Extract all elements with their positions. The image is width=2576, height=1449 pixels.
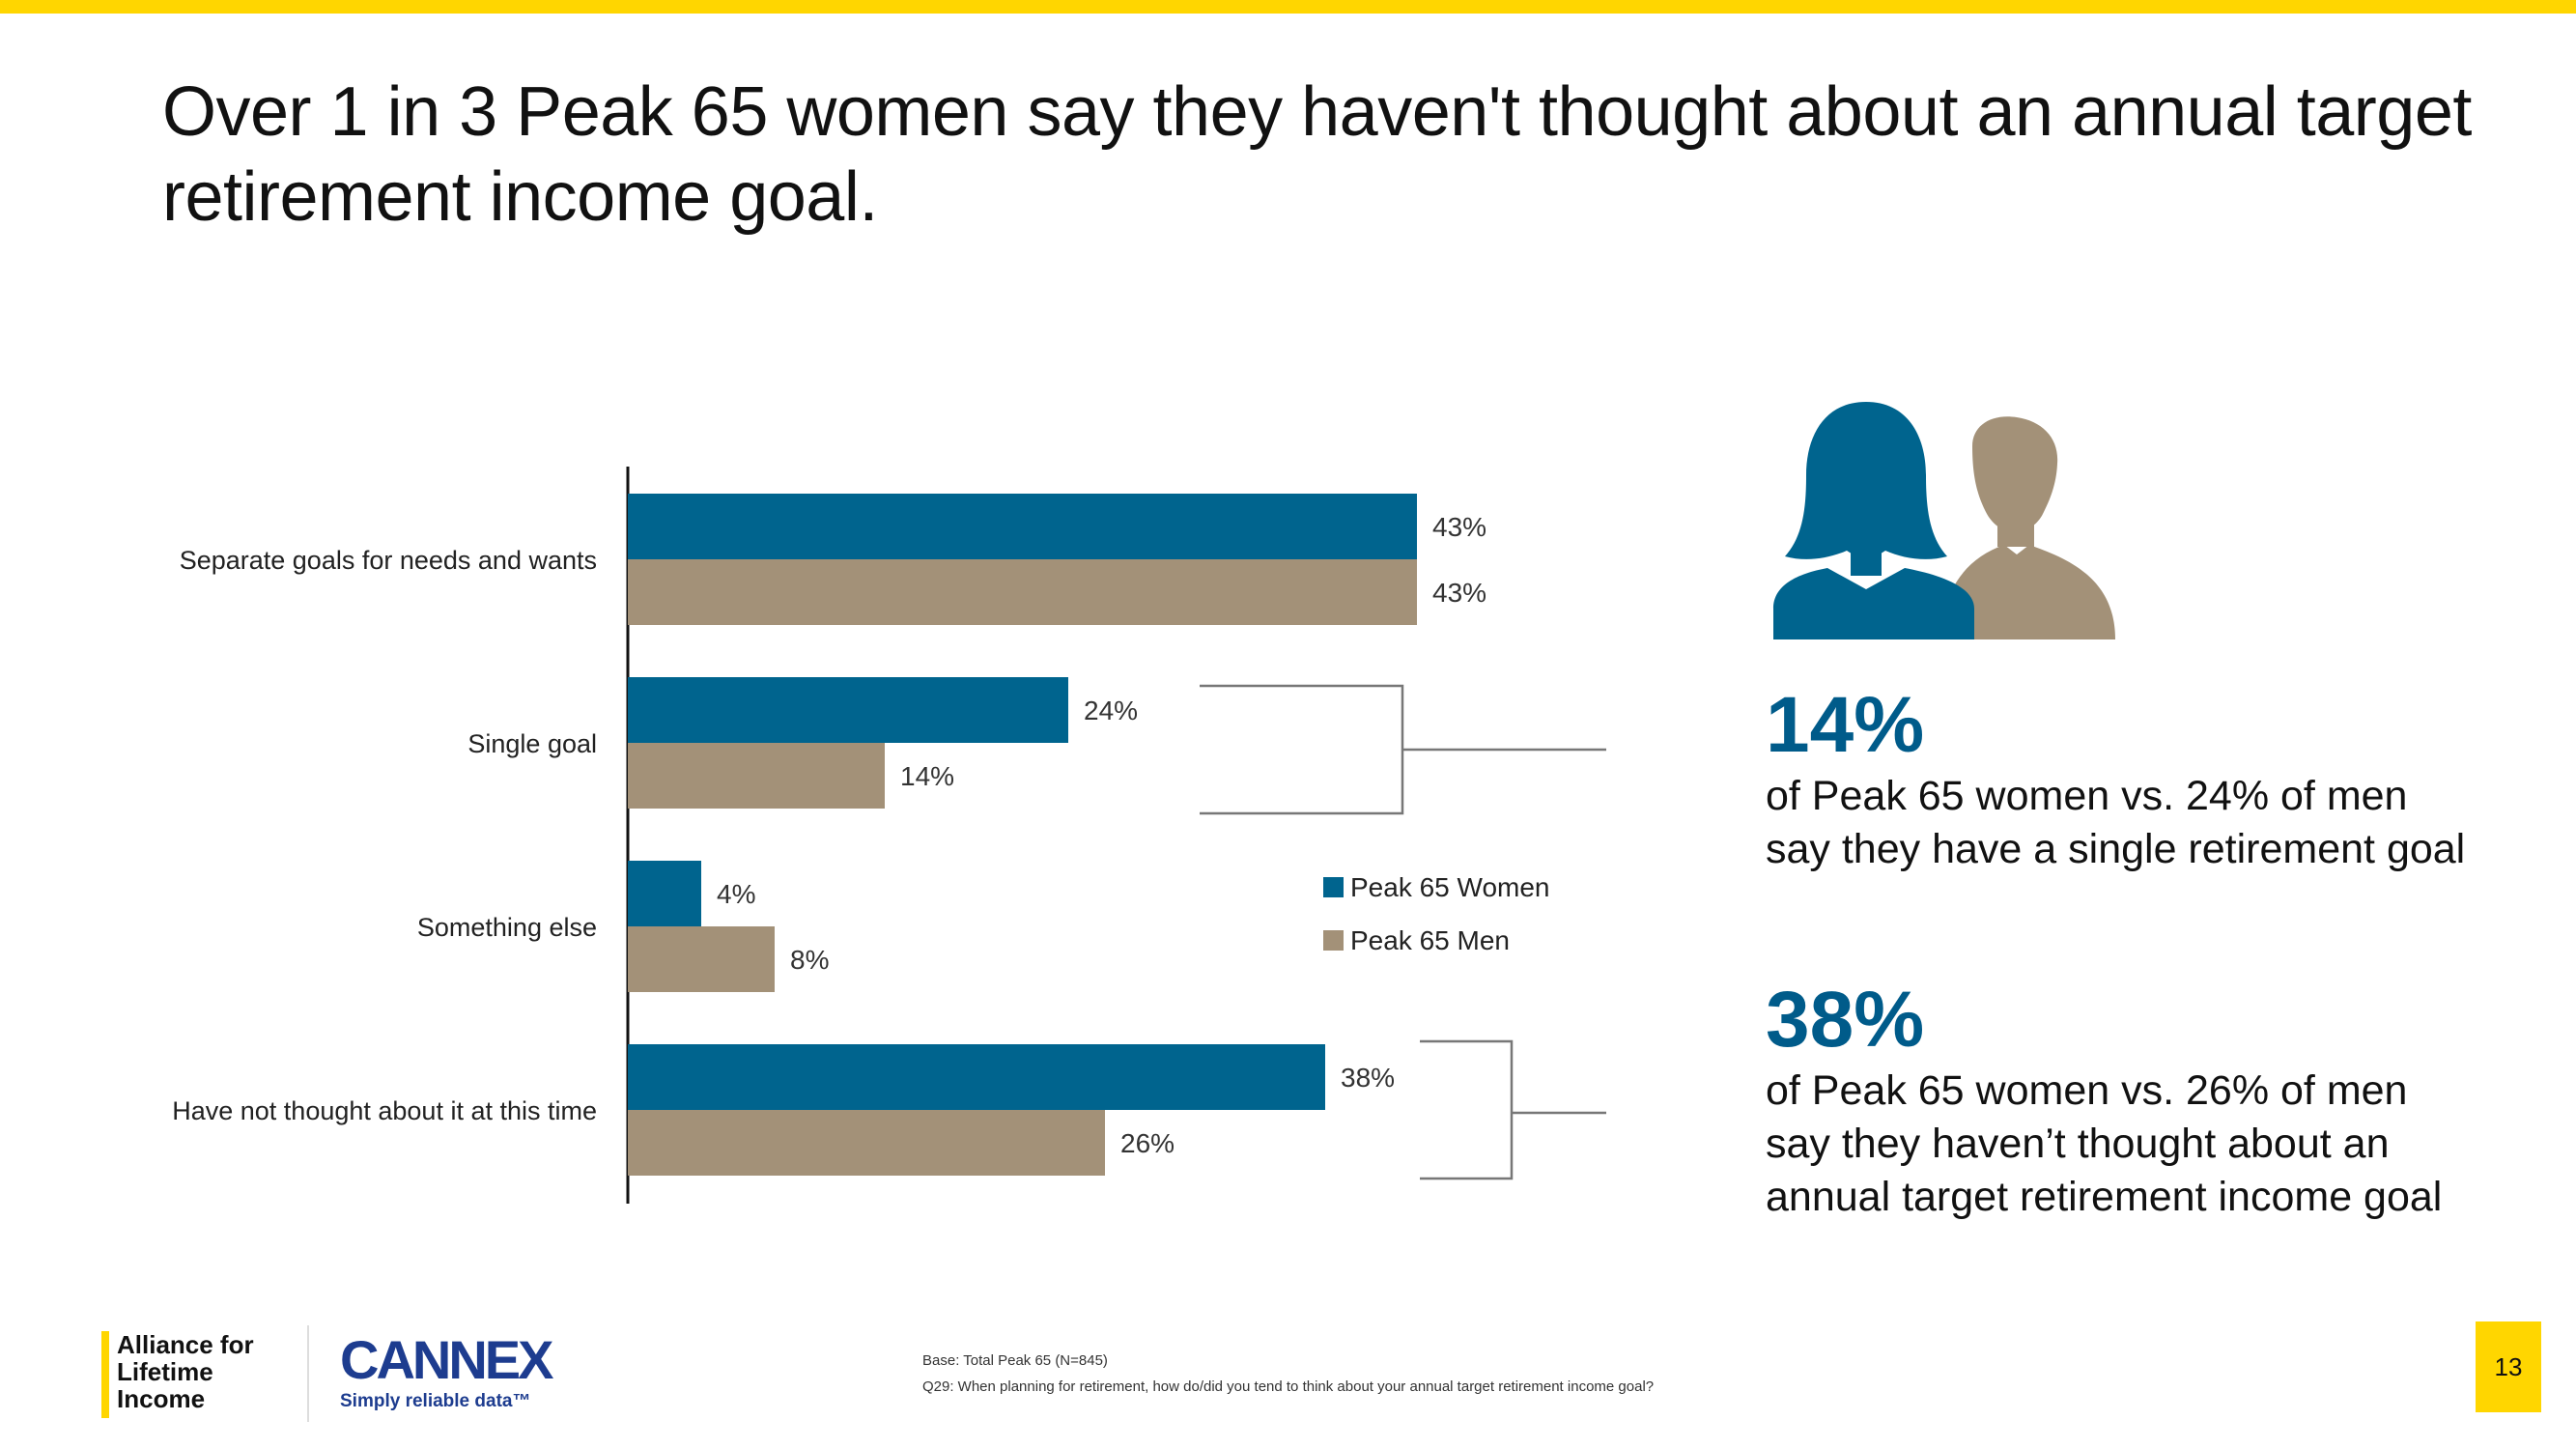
bar-women	[628, 494, 1417, 559]
cannex-logo: CANNEX Simply reliable data™	[340, 1329, 553, 1412]
bracket-not-thought	[1420, 1039, 1606, 1180]
alliance-logo-line: Alliance for	[117, 1330, 254, 1359]
alliance-logo: Alliance for Lifetime Income	[101, 1331, 254, 1418]
data-label: 43%	[1432, 578, 1486, 608]
stat-value: 14%	[1766, 681, 1925, 769]
legend-swatch	[1323, 930, 1344, 951]
slide-title: Over 1 in 3 Peak 65 women say they haven…	[162, 73, 2472, 236]
footer-base-note: Base: Total Peak 65 (N=845)	[922, 1352, 1108, 1369]
stat-not-thought: 38% of Peak 65 women vs. 26% of men say …	[1766, 976, 2538, 1224]
page-number: 13	[2476, 1321, 2541, 1412]
legend-label: Peak 65 Women	[1350, 872, 1550, 902]
data-label: 14%	[900, 761, 954, 791]
stat-text-line: of Peak 65 women vs. 24% of men	[1766, 773, 2408, 819]
bar-women	[628, 1044, 1325, 1110]
women-men-people-icon	[1773, 402, 2115, 639]
data-label: 38%	[1341, 1063, 1395, 1093]
stat-text-line: say they haven’t thought about an	[1766, 1121, 2390, 1167]
data-label: 24%	[1084, 696, 1138, 725]
data-label: 4%	[717, 879, 755, 909]
category-label: Have not thought about it at this time	[172, 1096, 597, 1125]
alliance-logo-line: Lifetime	[117, 1357, 213, 1386]
top-accent-bar	[0, 0, 2576, 14]
man-icon	[1939, 416, 2115, 639]
bar-men	[628, 743, 885, 809]
stat-text-line: annual target retirement income goal	[1766, 1174, 2443, 1220]
bar-men	[628, 926, 775, 992]
logo-divider	[307, 1325, 309, 1422]
cannex-logo-tagline: Simply reliable data™	[340, 1391, 531, 1411]
cannex-logo-wordmark: CANNEX	[340, 1329, 553, 1390]
bar-women	[628, 677, 1068, 743]
chart-legend: Peak 65 Women Peak 65 Men	[1323, 872, 1550, 955]
stat-value: 38%	[1766, 976, 1925, 1064]
category-label: Separate goals for needs and wants	[180, 546, 597, 575]
data-label: 26%	[1120, 1128, 1175, 1158]
chart-marks: Separate goals for needs and wants 43% 43%…	[172, 467, 1486, 1204]
legend-label: Peak 65 Men	[1350, 925, 1510, 955]
bar-chart: Separate goals for needs and wants 43% 43%…	[172, 467, 1606, 1204]
stat-single-goal: 14% of Peak 65 women vs. 24% of men say …	[1766, 681, 2538, 876]
data-label: 8%	[790, 945, 829, 975]
bracket-single-goal	[1200, 684, 1606, 815]
category-label: Single goal	[467, 729, 597, 758]
woman-icon	[1773, 402, 1974, 639]
data-label: 43%	[1432, 512, 1486, 542]
alliance-logo-line: Income	[117, 1384, 206, 1413]
bar-men	[628, 1110, 1105, 1176]
legend-swatch	[1323, 877, 1344, 897]
footer-question-note: Q29: When planning for retirement, how d…	[922, 1378, 1655, 1395]
stat-text-line: say they have a single retirement goal	[1766, 826, 2466, 872]
stat-text-line: of Peak 65 women vs. 26% of men	[1766, 1067, 2408, 1114]
bar-men	[628, 559, 1417, 625]
bar-women	[628, 861, 701, 926]
category-label: Something else	[417, 913, 597, 942]
